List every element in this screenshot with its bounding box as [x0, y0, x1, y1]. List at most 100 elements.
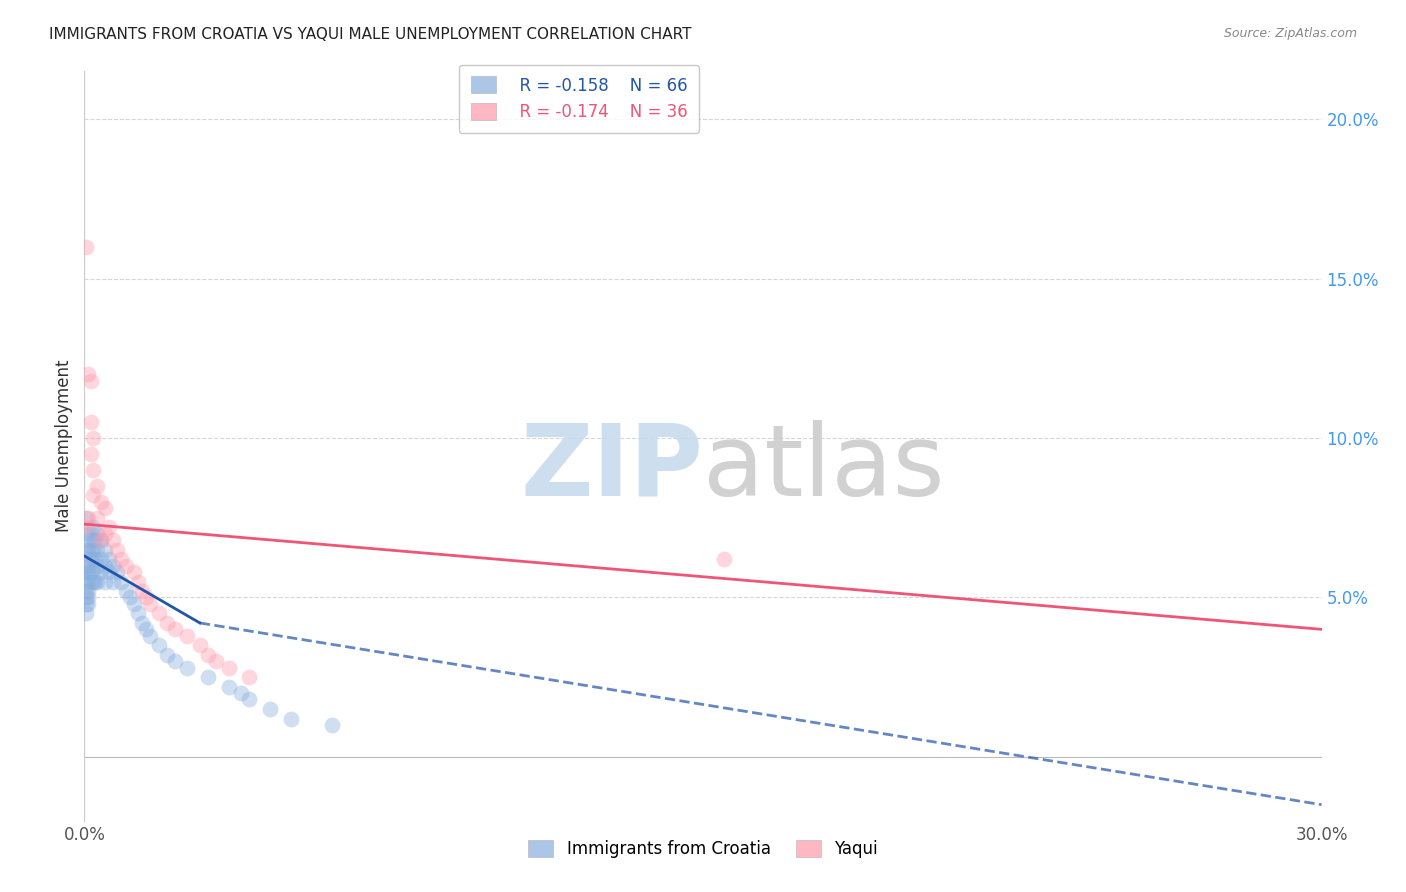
Point	[82, 574, 104, 589]
Text: IMMIGRANTS FROM CROATIA VS YAQUI MALE UNEMPLOYMENT CORRELATION CHART: IMMIGRANTS FROM CROATIA VS YAQUI MALE UN…	[49, 27, 692, 42]
Point	[82, 431, 104, 445]
Point	[77, 542, 100, 557]
Point	[118, 591, 141, 605]
Point	[94, 542, 117, 557]
Point	[79, 542, 101, 557]
Point	[176, 629, 198, 643]
Point	[79, 565, 101, 579]
Legend: Immigrants from Croatia, Yaqui: Immigrants from Croatia, Yaqui	[522, 833, 884, 864]
Point	[86, 574, 108, 589]
Point	[82, 463, 104, 477]
Point	[131, 584, 153, 599]
Point	[82, 533, 104, 547]
Point	[75, 240, 97, 254]
Point	[280, 712, 302, 726]
Point	[86, 510, 108, 524]
Point	[82, 520, 104, 534]
Point	[105, 565, 128, 579]
Point	[90, 552, 112, 566]
Point	[75, 526, 97, 541]
Point	[122, 597, 145, 611]
Point	[82, 542, 104, 557]
Point	[75, 558, 97, 573]
Point	[165, 623, 187, 637]
Point	[77, 368, 100, 382]
Point	[86, 526, 108, 541]
Point	[77, 574, 100, 589]
Point	[105, 542, 128, 557]
Point	[77, 533, 100, 547]
Point	[165, 654, 187, 668]
Point	[83, 533, 105, 547]
Point	[713, 552, 735, 566]
Point	[148, 607, 170, 621]
Point	[110, 574, 132, 589]
Point	[229, 686, 252, 700]
Point	[94, 574, 117, 589]
Point	[321, 718, 343, 732]
Y-axis label: Male Unemployment: Male Unemployment	[55, 359, 73, 533]
Point	[90, 533, 112, 547]
Point	[103, 574, 125, 589]
Point	[86, 479, 108, 493]
Point	[156, 615, 179, 630]
Point	[127, 607, 149, 621]
Point	[75, 607, 97, 621]
Point	[135, 591, 157, 605]
Point	[148, 638, 170, 652]
Point	[139, 629, 162, 643]
Point	[131, 615, 153, 630]
Point	[103, 558, 125, 573]
Point	[238, 670, 260, 684]
Point	[110, 552, 132, 566]
Point	[79, 415, 101, 429]
Point	[98, 565, 121, 579]
Point	[77, 558, 100, 573]
Point	[127, 574, 149, 589]
Point	[114, 558, 136, 573]
Point	[135, 623, 157, 637]
Point	[79, 374, 101, 388]
Point	[218, 660, 240, 674]
Point	[98, 552, 121, 566]
Point	[197, 670, 219, 684]
Point	[238, 692, 260, 706]
Text: Source: ZipAtlas.com: Source: ZipAtlas.com	[1223, 27, 1357, 40]
Point	[79, 447, 101, 461]
Point	[75, 510, 97, 524]
Point	[75, 584, 97, 599]
Point	[77, 591, 100, 605]
Point	[188, 638, 211, 652]
Point	[75, 565, 97, 579]
Point	[98, 520, 121, 534]
Point	[77, 584, 100, 599]
Point	[218, 680, 240, 694]
Point	[79, 552, 101, 566]
Point	[86, 558, 108, 573]
Point	[156, 648, 179, 662]
Point	[90, 533, 112, 547]
Point	[77, 597, 100, 611]
Point	[75, 591, 97, 605]
Point	[79, 526, 101, 541]
Point	[83, 574, 105, 589]
Point	[75, 574, 97, 589]
Point	[83, 552, 105, 566]
Point	[139, 597, 162, 611]
Point	[259, 702, 281, 716]
Point	[176, 660, 198, 674]
Point	[114, 584, 136, 599]
Point	[205, 654, 228, 668]
Point	[103, 533, 125, 547]
Point	[86, 542, 108, 557]
Text: ZIP: ZIP	[520, 420, 703, 517]
Point	[77, 510, 100, 524]
Point	[90, 565, 112, 579]
Point	[90, 495, 112, 509]
Point	[75, 597, 97, 611]
Point	[75, 542, 97, 557]
Text: atlas: atlas	[703, 420, 945, 517]
Point	[82, 488, 104, 502]
Point	[77, 565, 100, 579]
Point	[94, 526, 117, 541]
